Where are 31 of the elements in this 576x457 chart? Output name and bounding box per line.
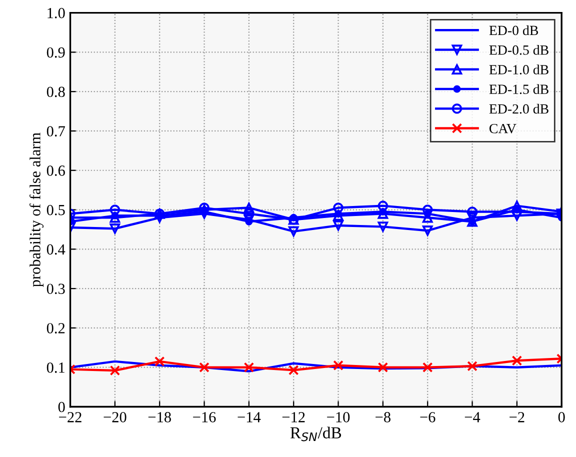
x-tick-label: −4 <box>464 412 480 422</box>
y-tick-label: 0.4 <box>46 244 66 255</box>
legend-label: ED-0.5 dB <box>489 45 548 55</box>
legend-label: ED-0 dB <box>489 25 538 36</box>
legend-label: ED-2.0 dB <box>489 104 548 114</box>
y-tick-label: 0.9 <box>46 47 65 58</box>
y-tick-label: 1.0 <box>48 8 65 18</box>
y-tick-label: 0.3 <box>46 284 65 294</box>
x-tick-label: −10 <box>327 412 350 422</box>
x-tick-label: −16 <box>193 412 216 422</box>
x-tick-label: −14 <box>238 412 261 422</box>
x-tick-label: 0 <box>558 412 565 422</box>
y-tick-label: 0.2 <box>46 323 65 334</box>
y-axis-title: probability of false alarm <box>29 132 44 287</box>
x-tick-label: −12 <box>282 412 305 422</box>
y-tick-label: 0 <box>58 402 65 412</box>
x-tick-label: −2 <box>510 412 524 422</box>
x-tick-label: −8 <box>376 412 390 422</box>
legend-label: ED-1.0 dB <box>489 64 548 74</box>
legend-label: CAV <box>489 124 516 134</box>
y-tick-label: 0.7 <box>46 126 65 136</box>
y-tick-label: 0.6 <box>46 166 65 176</box>
x-axis-title: R$_{SN}$/dB <box>290 426 342 442</box>
y-tick-label: 0.1 <box>46 362 64 373</box>
x-tick-label: −22 <box>59 412 82 422</box>
x-tick-label: −18 <box>148 412 171 422</box>
y-tick-label: 0.5 <box>46 204 65 216</box>
legend-label: ED-1.5 dB <box>489 84 548 94</box>
x-tick-label: −20 <box>104 412 126 422</box>
x-tick-label: −6 <box>420 412 436 422</box>
y-tick-label: 0.8 <box>46 86 65 98</box>
